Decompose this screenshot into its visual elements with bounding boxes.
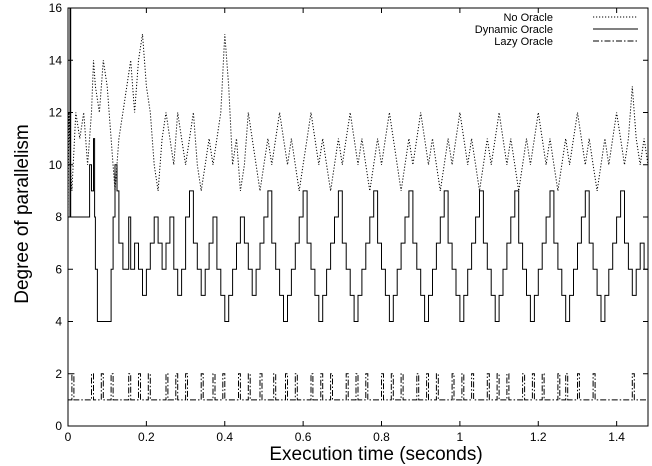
x-tick-label: 1.4 bbox=[608, 430, 625, 444]
x-tick-label: 0.4 bbox=[216, 430, 233, 444]
x-tick-label: 1 bbox=[457, 430, 464, 444]
y-tick-label: 6 bbox=[55, 262, 62, 276]
legend-label: No Oracle bbox=[503, 12, 553, 24]
x-tick-label: 0.2 bbox=[138, 430, 155, 444]
x-tick-label: 0 bbox=[65, 430, 72, 444]
legend-label: Dynamic Oracle bbox=[475, 24, 553, 36]
x-tick-label: 0.6 bbox=[295, 430, 312, 444]
y-tick-label: 12 bbox=[49, 106, 63, 120]
plot-area bbox=[67, 7, 649, 401]
series-line-lazy-oracle bbox=[68, 373, 648, 401]
x-axis-title: Execution time (seconds) bbox=[269, 444, 482, 465]
x-tick-label: 0.8 bbox=[373, 430, 390, 444]
axes: 0 0.2 0.4 0.6 0.8 1 1.2 1.4 0 2 4 6 8 10 12 14 16 bbox=[49, 1, 649, 444]
y-tick-label: 14 bbox=[49, 53, 63, 67]
y-tick-label: 2 bbox=[55, 367, 62, 381]
y-tick-label: 10 bbox=[49, 158, 63, 172]
y-tick-label: 0 bbox=[55, 419, 62, 433]
y-axis-title: Degree of parallelism bbox=[12, 124, 33, 304]
series-line-no-oracle bbox=[67, 34, 649, 218]
x-tick-label: 1.2 bbox=[530, 430, 547, 444]
y-tick-label: 8 bbox=[55, 210, 62, 224]
y-tick-label: 16 bbox=[49, 1, 63, 15]
y-tick-label: 4 bbox=[55, 315, 62, 329]
legend-label: Lazy Oracle bbox=[494, 36, 553, 48]
series-line-dynamic-oracle bbox=[68, 7, 648, 322]
